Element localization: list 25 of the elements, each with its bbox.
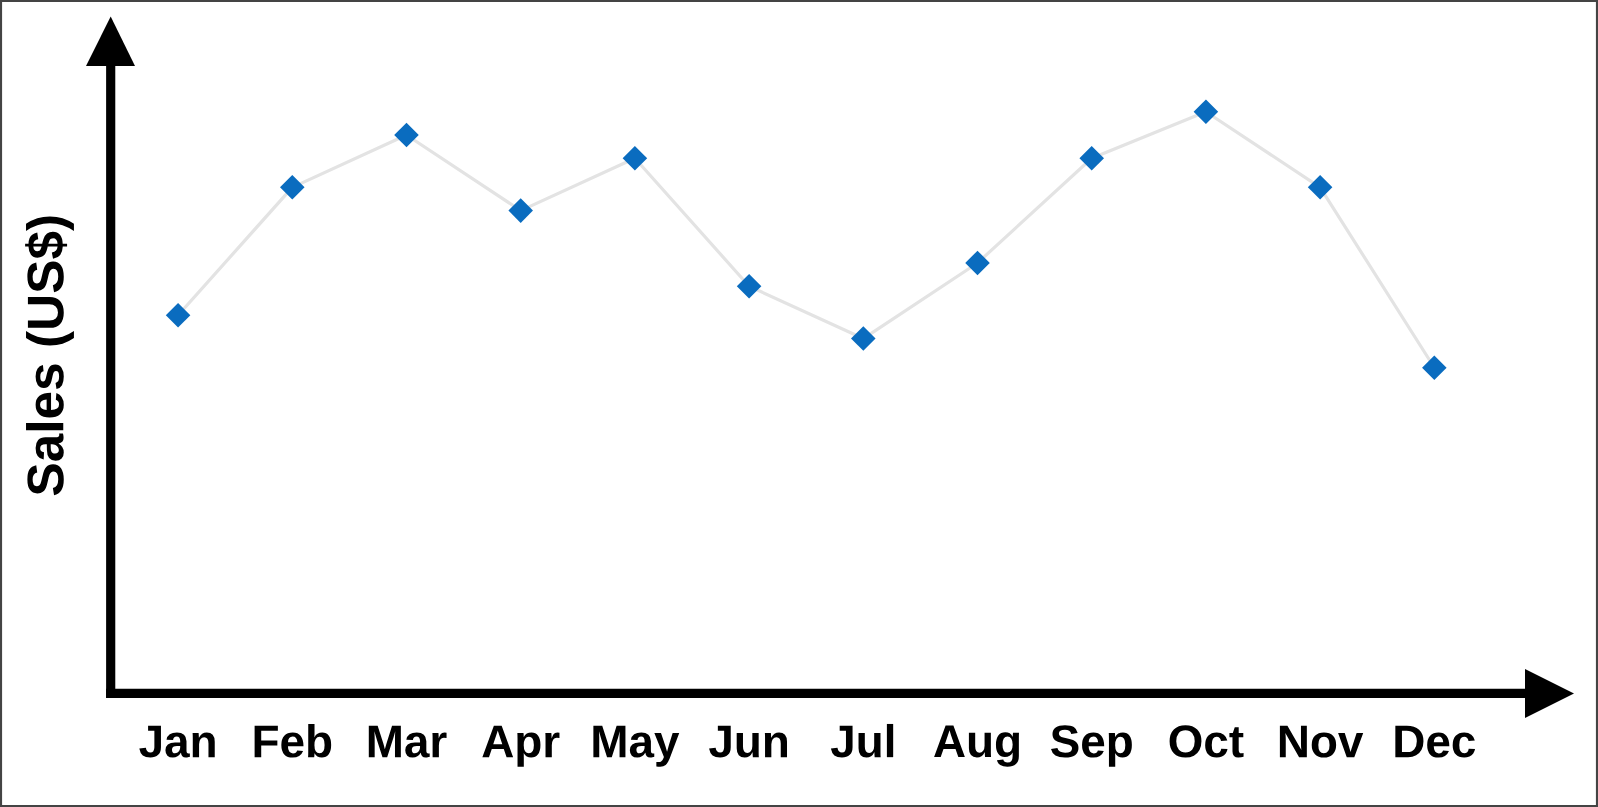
x-tick-label: Jul (830, 723, 894, 758)
x-tick-label: Dec (1395, 725, 1476, 758)
point (280, 175, 305, 200)
x-tick-label: Jan (139, 725, 215, 758)
point (165, 303, 191, 328)
x-tick-label: Sep (1051, 725, 1132, 767)
point (1193, 99, 1219, 124)
x-tick-label: Apr (482, 725, 560, 767)
x-tick-label: Jun (709, 725, 788, 758)
x-tick-label: Aug (934, 725, 1019, 767)
point (394, 122, 419, 148)
x-tick-label: May (593, 725, 680, 767)
point (736, 273, 762, 299)
point (965, 250, 990, 276)
point (1422, 355, 1447, 380)
point (1079, 145, 1104, 171)
y-axis-title: Sales (US$) (25, 216, 74, 496)
x-tick-label: Feb (254, 723, 332, 758)
point (851, 326, 876, 351)
x-tick-label: Oct (1169, 725, 1244, 758)
point (1307, 175, 1333, 200)
x-tick-label: Nov (1279, 725, 1364, 758)
point (622, 145, 648, 171)
point (508, 198, 533, 223)
x-tick-label: Mar (368, 725, 447, 758)
